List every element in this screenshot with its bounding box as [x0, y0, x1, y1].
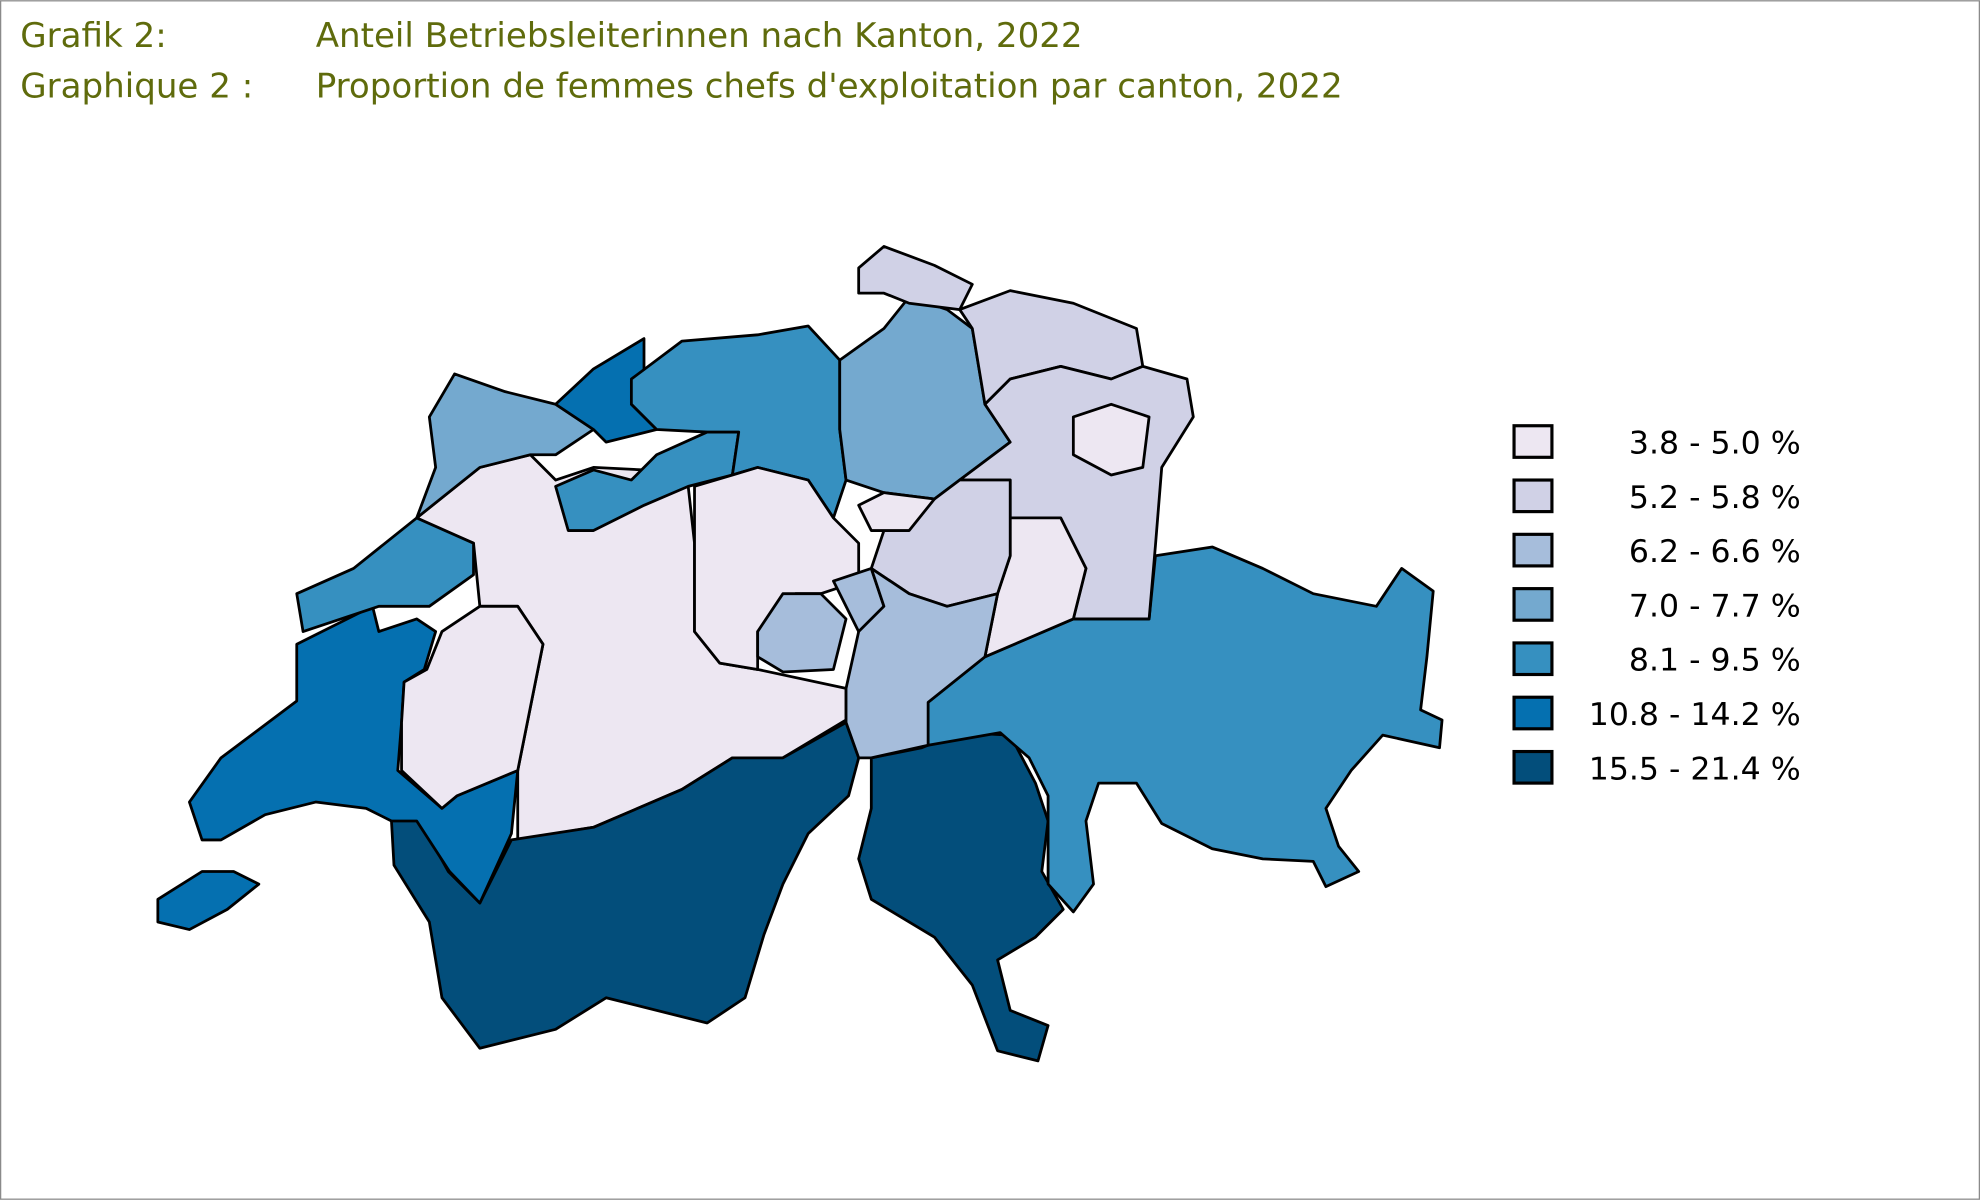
canton-ar: [1071, 402, 1151, 477]
legend-label: 8.1 - 9.5 %: [1629, 643, 1801, 679]
legend-label: 7.0 - 7.7 %: [1629, 588, 1801, 624]
legend-swatch: [1512, 587, 1554, 622]
legend-swatch: [1512, 749, 1554, 785]
canton-ur: [844, 567, 999, 760]
legend-label: 6.2 - 6.6 %: [1629, 534, 1801, 570]
legend-label: 15.5 - 21.4 %: [1589, 751, 1801, 787]
title-de-label: Grafik 2:: [20, 16, 166, 56]
canton-gr: [926, 545, 1444, 914]
legend-swatch: [1512, 424, 1554, 459]
canton-ge: [156, 870, 261, 931]
canton-ow: [756, 592, 848, 674]
legend-swatch: [1512, 478, 1554, 514]
title-fr-text: Proportion de femmes chefs d'exploitatio…: [316, 66, 1343, 106]
canton-ne: [295, 516, 475, 633]
canton-zg: [857, 491, 936, 532]
canton-vs: [390, 721, 861, 1050]
title-de-text: Anteil Betriebsleiterinnen nach Kanton, …: [316, 16, 1083, 56]
legend-swatch: [1512, 695, 1554, 731]
legend-label: 5.2 - 5.8 %: [1629, 480, 1801, 516]
legend-swatch: [1512, 532, 1554, 568]
legend-label: 10.8 - 14.2 %: [1589, 697, 1801, 733]
canton-layer: [156, 245, 1444, 1063]
legend: 3.8 - 5.0 % 5.2 - 5.8 % 6.2 - 6.6 % 7.0 - 7…: [1512, 424, 1801, 787]
title-fr-label: Graphique 2 :: [20, 66, 253, 106]
legend-swatch: [1512, 641, 1554, 677]
canton-fr: [400, 604, 545, 810]
legend-label: 3.8 - 5.0 %: [1629, 426, 1801, 462]
